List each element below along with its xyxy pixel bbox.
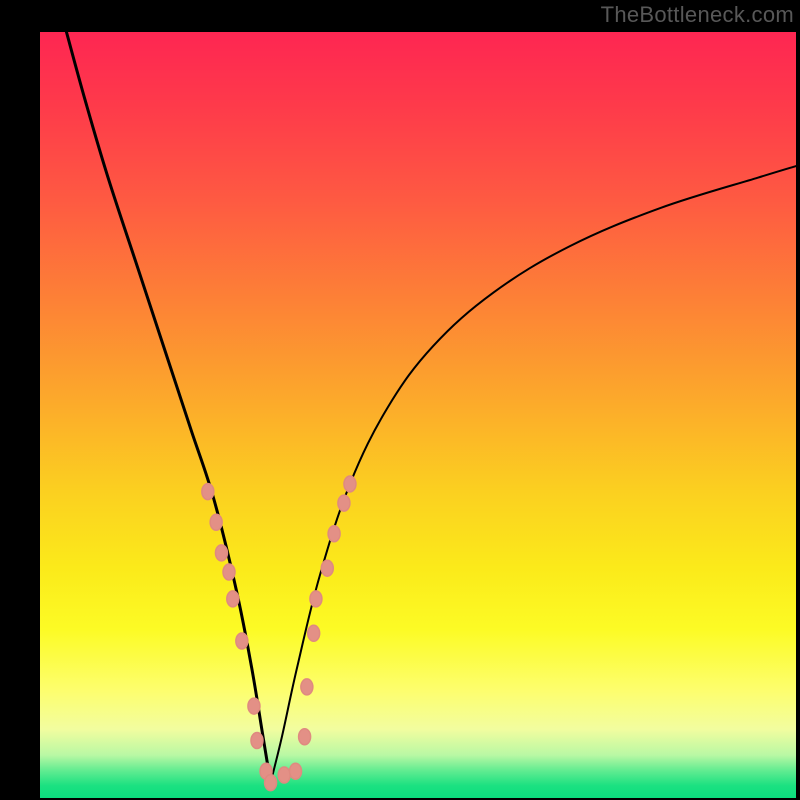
- curve-marker: [223, 564, 235, 580]
- chart-root: TheBottleneck.com: [0, 0, 800, 800]
- curve-marker: [248, 698, 260, 714]
- curve-marker: [308, 625, 320, 641]
- curve-marker: [301, 679, 313, 695]
- plot-area-gradient: [40, 32, 796, 798]
- curve-marker: [278, 767, 290, 783]
- curve-marker: [310, 591, 322, 607]
- curve-marker: [265, 775, 277, 791]
- curve-marker: [338, 495, 350, 511]
- curve-marker: [251, 733, 263, 749]
- curve-marker: [227, 591, 239, 607]
- curve-marker: [344, 476, 356, 492]
- curve-marker: [236, 633, 248, 649]
- curve-marker: [210, 514, 222, 530]
- curve-marker: [321, 560, 333, 576]
- bottleneck-curve-chart: [0, 0, 800, 800]
- curve-marker: [215, 545, 227, 561]
- curve-marker: [299, 729, 311, 745]
- curve-marker: [202, 484, 214, 500]
- curve-marker: [290, 763, 302, 779]
- curve-marker: [328, 526, 340, 542]
